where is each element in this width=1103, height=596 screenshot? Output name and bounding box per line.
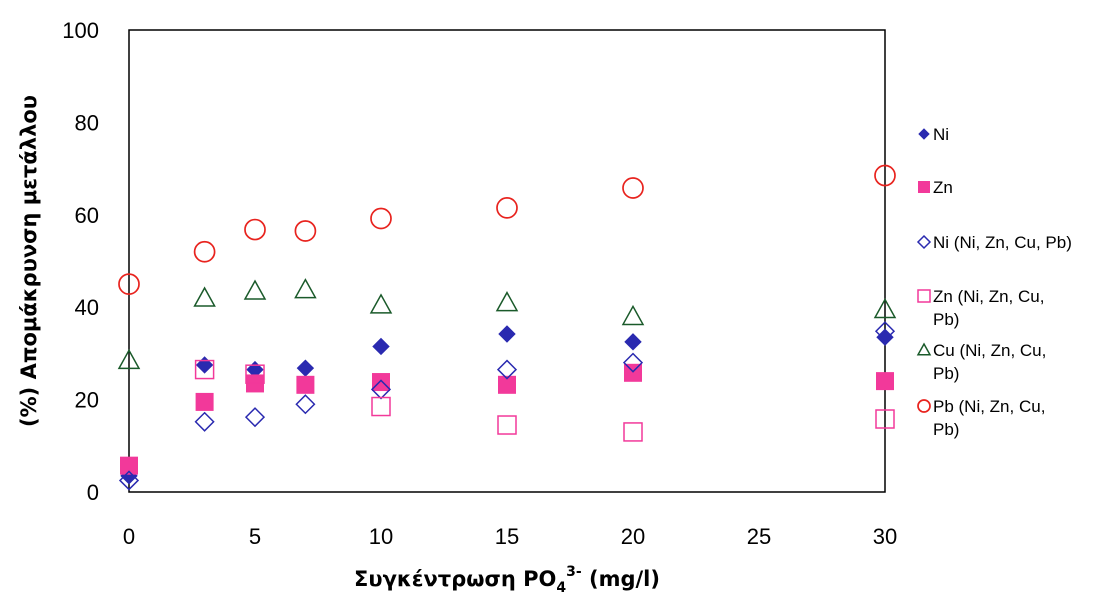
x-tick-labels: 0 5 10 15 20 25 30 [123, 524, 897, 549]
legend-label: Zn (Ni, Zn, Cu, [933, 287, 1044, 306]
x-tick-label: 0 [123, 524, 135, 549]
data-point [294, 220, 317, 242]
data-point [243, 279, 267, 300]
data-point [497, 415, 517, 435]
data-point [244, 218, 266, 241]
legend-label: Ni [933, 125, 949, 144]
data-point [498, 325, 516, 343]
data-point [621, 304, 645, 326]
legend-marker [916, 234, 932, 250]
y-tick-label: 80 [75, 110, 99, 135]
legend: Ni Zn Ni (Ni, Zn, Cu, Pb) Zn (Ni, Zn, Cu, Pb… [916, 125, 1072, 439]
data-point [194, 411, 215, 432]
data-point [874, 321, 896, 342]
data-point [193, 240, 216, 263]
y-tick-label: 40 [75, 295, 99, 320]
data-point [371, 396, 391, 417]
data-point [622, 352, 644, 373]
data-point [117, 348, 141, 370]
x-axis-title: Συγκέντρωση PO43- (mg/l) [354, 564, 660, 596]
data-point [873, 297, 897, 319]
y-tick-label: 20 [75, 388, 99, 413]
y-tick-label: 0 [87, 480, 99, 505]
y-axis-title: (%) Απομάκρυνση μετάλλου [17, 95, 41, 427]
data-point [623, 422, 643, 442]
legend-label: Pb) [933, 310, 959, 329]
x-tick-label: 20 [621, 524, 645, 549]
legend-label: Ni (Ni, Zn, Cu, Pb) [933, 233, 1072, 252]
data-point [118, 470, 140, 491]
data-point [624, 363, 642, 382]
data-point [369, 293, 393, 314]
data-point [244, 407, 266, 428]
data-point [294, 278, 317, 299]
data-point [495, 291, 519, 312]
y-tick-label: 100 [62, 18, 99, 43]
legend-marker [917, 289, 931, 303]
x-tick-label: 30 [873, 524, 897, 549]
legend-marker [918, 128, 930, 140]
data-point [370, 207, 392, 230]
data-point [876, 372, 894, 391]
legend-label: Pb (Ni, Zn, Cu, [933, 397, 1045, 416]
x-tick-label: 5 [249, 524, 261, 549]
data-point [875, 409, 895, 429]
y-tick-labels: 0 20 40 60 80 100 [62, 18, 99, 505]
x-tick-label: 15 [495, 524, 519, 549]
data-point [498, 375, 516, 394]
data-point [496, 197, 518, 219]
data-point [370, 379, 392, 400]
x-tick-label: 25 [747, 524, 771, 549]
data-point [874, 164, 896, 187]
legend-marker [918, 181, 930, 193]
data-point [372, 373, 390, 392]
data-point [195, 392, 214, 411]
plot-area [128, 29, 886, 493]
legend-label: Zn [933, 178, 953, 197]
data-point [194, 359, 215, 380]
data-point [120, 456, 138, 475]
data-point [296, 375, 315, 394]
data-point [624, 333, 642, 351]
legend-label: Pb) [933, 364, 959, 383]
legend-marker [916, 342, 932, 356]
legend-marker [917, 399, 931, 413]
data-point [245, 364, 265, 384]
y-tick-label: 60 [75, 203, 99, 228]
data-point [622, 177, 644, 199]
legend-label: Cu (Ni, Zn, Cu, [933, 341, 1046, 360]
x-tick-label: 10 [369, 524, 393, 549]
data-point [118, 273, 140, 295]
data-point [193, 286, 216, 307]
data-point [295, 394, 316, 415]
data-markers [117, 164, 897, 491]
data-point [372, 337, 390, 356]
legend-label: Pb) [933, 420, 959, 439]
data-point [496, 359, 518, 380]
